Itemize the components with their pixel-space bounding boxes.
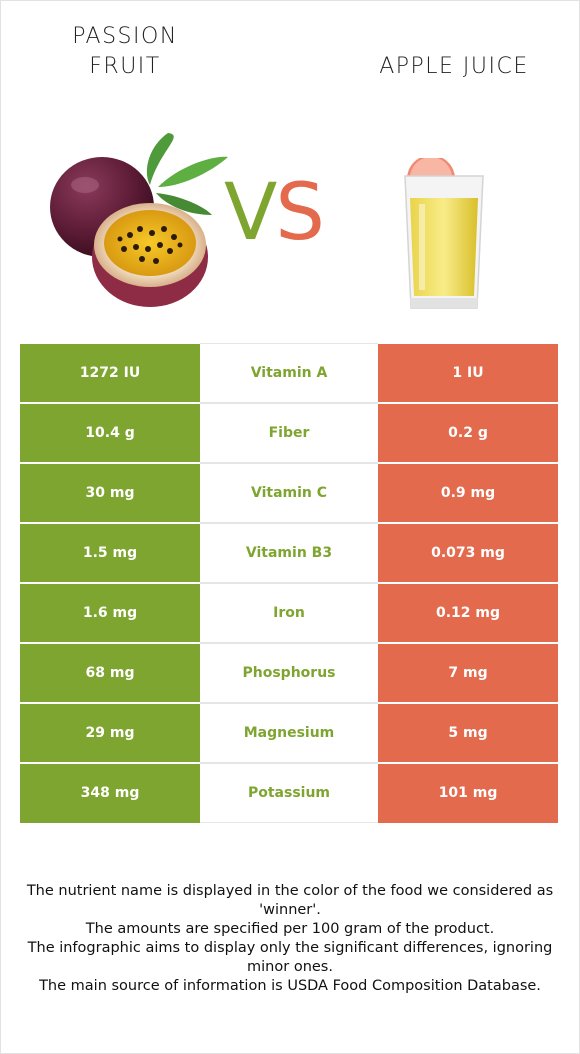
table-row: 30 mg Vitamin C 0.9 mg bbox=[20, 462, 558, 523]
right-value-cell: 0.12 mg bbox=[378, 582, 558, 643]
table-row: 1.6 mg Iron 0.12 mg bbox=[20, 582, 558, 643]
nutrient-name-cell: Vitamin B3 bbox=[200, 522, 378, 583]
nutrient-name-cell: Potassium bbox=[200, 762, 378, 823]
footnote-line-4: The main source of information is USDA F… bbox=[39, 978, 541, 994]
nutrient-name-cell: Iron bbox=[200, 582, 378, 643]
nutrient-name-cell: Phosphorus bbox=[200, 642, 378, 703]
left-value-cell: 29 mg bbox=[20, 702, 200, 763]
footnote-line-3: The infographic aims to display only the… bbox=[27, 940, 553, 975]
apple-juice-glass-image bbox=[404, 158, 484, 309]
versus-v: V bbox=[224, 168, 277, 258]
versus-label: VS bbox=[224, 168, 354, 258]
right-value-cell: 0.073 mg bbox=[378, 522, 558, 583]
left-food-title-line2: FRUIT bbox=[89, 54, 161, 79]
left-value-cell: 68 mg bbox=[20, 642, 200, 703]
right-value-cell: 1 IU bbox=[378, 343, 558, 403]
table-row: 348 mg Potassium 101 mg bbox=[20, 762, 558, 823]
right-food-title: APPLE JUICE bbox=[379, 54, 529, 79]
footnote: The nutrient name is displayed in the co… bbox=[20, 882, 560, 996]
footnote-line-2: The amounts are specified per 100 gram o… bbox=[85, 921, 495, 937]
table-row: 1.5 mg Vitamin B3 0.073 mg bbox=[20, 522, 558, 583]
left-value-cell: 1.5 mg bbox=[20, 522, 200, 583]
right-value-cell: 7 mg bbox=[378, 642, 558, 703]
right-value-cell: 5 mg bbox=[378, 702, 558, 763]
right-value-cell: 0.9 mg bbox=[378, 462, 558, 523]
right-value-cell: 101 mg bbox=[378, 762, 558, 823]
left-food-title: PASSION FRUIT bbox=[20, 22, 230, 82]
nutrient-name-cell: Fiber bbox=[200, 402, 378, 463]
passion-fruit-image bbox=[50, 133, 228, 307]
versus-s: S bbox=[275, 168, 324, 258]
table-row: 68 mg Phosphorus 7 mg bbox=[20, 642, 558, 703]
footnote-line-1: The nutrient name is displayed in the co… bbox=[26, 883, 554, 918]
left-value-cell: 30 mg bbox=[20, 462, 200, 523]
table-row: 29 mg Magnesium 5 mg bbox=[20, 702, 558, 763]
table-row: 10.4 g Fiber 0.2 g bbox=[20, 402, 558, 463]
left-food-title-line1: PASSION bbox=[72, 24, 178, 49]
left-value-cell: 1.6 mg bbox=[20, 582, 200, 643]
nutrient-name-cell: Vitamin A bbox=[200, 343, 378, 403]
left-value-cell: 1272 IU bbox=[20, 343, 200, 403]
left-value-cell: 10.4 g bbox=[20, 402, 200, 463]
left-value-cell: 348 mg bbox=[20, 762, 200, 823]
nutrient-name-cell: Magnesium bbox=[200, 702, 378, 763]
nutrient-name-cell: Vitamin C bbox=[200, 462, 378, 523]
right-value-cell: 0.2 g bbox=[378, 402, 558, 463]
